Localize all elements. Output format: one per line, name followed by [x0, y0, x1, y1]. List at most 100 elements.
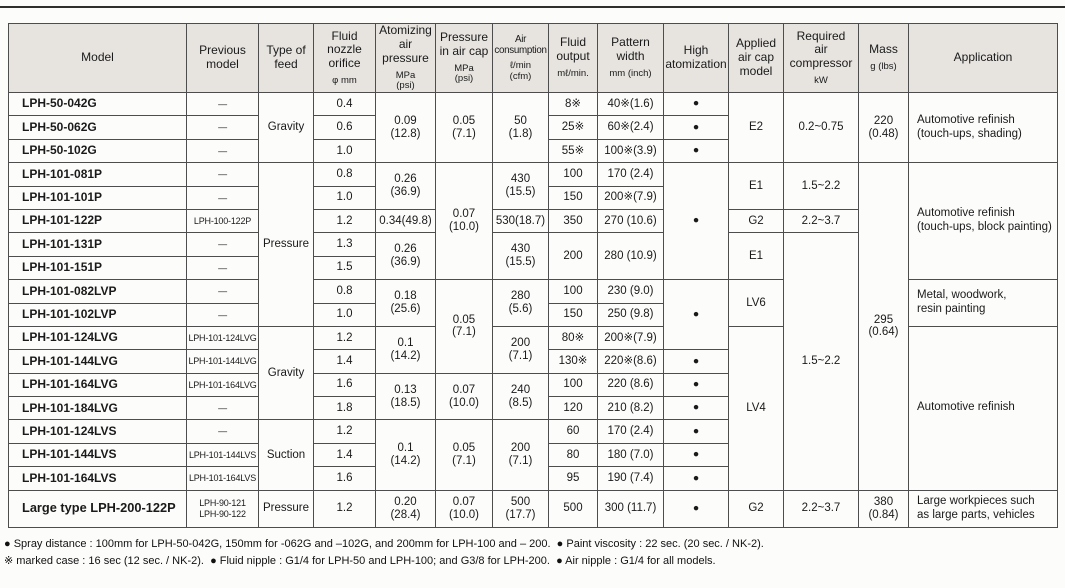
spec-cell: 150	[548, 302, 598, 327]
previous-model-cell: LPH-101-164LVS	[186, 466, 259, 491]
column-header: Fluid nozzle orifice φ mm	[313, 23, 376, 93]
table-row: LPH-50-062G — 0.6 25※ 60※(2.4) ●	[8, 115, 1058, 140]
column-header: Type of feed	[258, 23, 314, 93]
spec-cell: 40※(1.6)	[597, 91, 664, 117]
table-row: LPH-101-131P —1.3 0.26 (36.9) 430 (15.5) 200…	[8, 232, 1058, 491]
spec-cell: 0.8	[313, 162, 376, 187]
previous-model-cell: LPH-101-164LVG	[186, 372, 259, 398]
spec-cell: 1.6	[313, 372, 376, 398]
column-header: High atomization	[663, 23, 729, 93]
spec-cell: G2	[728, 208, 784, 234]
model-cell: LPH-101-081P	[8, 162, 187, 187]
spec-cell: 530(18.7)	[492, 208, 549, 234]
model-cell: LPH-101-164LVS	[8, 466, 187, 491]
table-row: LPH-101-184LVG — 1.8 120 210 (8.2) ●	[8, 396, 1058, 421]
application-cell: Metal, woodwork, resin painting	[908, 279, 1058, 327]
high-atomization-dot: ●	[663, 279, 729, 351]
spec-cell: 270 (10.6)	[597, 208, 664, 234]
spec-cell: 1.0	[313, 138, 376, 164]
spec-cell: 200 (7.1)	[492, 419, 549, 491]
spec-cell: 280 (10.9)	[597, 232, 664, 281]
previous-model-cell: —	[186, 138, 259, 164]
spec-cell: 100※(3.9)	[597, 138, 664, 164]
spec-cell: 1.5~2.2	[783, 232, 859, 491]
spec-cell: 55※	[548, 138, 598, 164]
high-atomization-dot: ●	[663, 396, 729, 421]
high-atomization-dot: ●	[663, 372, 729, 398]
model-cell: Large type LPH-200-122P	[8, 489, 187, 528]
column-header: Applied air cap model	[728, 23, 784, 93]
spec-cell: 2.2~3.7	[783, 208, 859, 234]
spec-cell: 295 (0.64)	[858, 162, 909, 491]
spec-cell: 95	[548, 466, 598, 491]
model-cell: LPH-101-184LVG	[8, 396, 187, 421]
column-header-label: Application	[953, 50, 1013, 65]
model-cell: LPH-101-164LVG	[8, 372, 187, 398]
spec-cell: 250 (9.8)	[597, 302, 664, 327]
spec-table: Model Previous model Type of feed Fluid noz…	[8, 23, 1058, 528]
spec-cell: Suction	[258, 419, 314, 491]
high-atomization-dot: ●	[663, 349, 729, 374]
spec-cell: 1.2	[313, 208, 376, 234]
spec-cell: 0.1 (14.2)	[375, 419, 436, 491]
spec-cell: 0.05 (7.1)	[435, 419, 493, 491]
spec-cell: 0.26 (36.9)	[375, 232, 436, 281]
column-header: Pressure in air cap MPa (psi)	[435, 23, 493, 93]
spec-cell: 60※(2.4)	[597, 115, 664, 140]
table-row: LPH-101-164LVG LPH-101-164LVG 1.6 0.13 (18.…	[8, 372, 1058, 421]
table-row: LPH-101-082LVP —0.8 0.18 (25.6) 0.05 (7.1) 2…	[8, 279, 1058, 374]
column-header-label: Fluid nozzle orifice	[327, 28, 362, 71]
column-header-unit: ℓ/min (cfm)	[509, 60, 532, 82]
spec-cell: 200※(7.9)	[597, 185, 664, 210]
column-header-unit: φ mm	[332, 74, 357, 86]
model-cell: LPH-101-101P	[8, 185, 187, 210]
column-header-unit: mm (inch)	[609, 68, 652, 80]
column-header-label: Pattern width	[611, 35, 650, 64]
high-atomization-dot: ●	[663, 91, 729, 117]
model-cell: LPH-101-124LVS	[8, 419, 187, 444]
column-header-label: Type of feed	[266, 43, 306, 71]
spec-cell: 0.07 (10.0)	[435, 489, 493, 528]
spec-cell: E1	[728, 162, 784, 210]
spec-cell: 240 (8.5)	[492, 372, 549, 421]
column-header: Pattern width mm (inch)	[597, 23, 664, 93]
spec-cell: 500 (17.7)	[492, 489, 549, 528]
footnote-line-1: ● Spray distance : 100mm for LPH-50-042G…	[4, 537, 764, 550]
footnote-line-2: ※ marked case : 16 sec (12 sec. / NK-2).…	[4, 554, 716, 567]
model-cell: LPH-50-102G	[8, 138, 187, 164]
column-header-unit: kW	[814, 74, 828, 86]
previous-model-cell: —	[186, 255, 259, 281]
spec-cell: 300 (11.7)	[597, 489, 664, 528]
spec-cell: G2	[728, 489, 784, 528]
spec-cell: 1.6	[313, 466, 376, 491]
spec-cell: 80※	[548, 325, 598, 351]
model-cell: LPH-50-042G	[8, 91, 187, 117]
high-atomization-dot: ●	[663, 115, 729, 140]
spec-cell: 0.26 (36.9)	[375, 162, 436, 210]
spec-cell: 1.8	[313, 396, 376, 421]
spec-cell: E2	[728, 91, 784, 164]
column-header-label: Previous model	[199, 43, 246, 71]
column-header: Atomizing air pressure MPa (psi)	[375, 23, 436, 93]
table-row: LPH-101-144LVS LPH-101-144LVS 1.4 80 180 (7.…	[8, 442, 1058, 468]
column-header-label: High atomization	[665, 43, 727, 71]
spec-cell: 2.2~3.7	[783, 489, 859, 528]
column-header-label: Pressure in air cap	[439, 30, 489, 59]
column-header-unit: g (lbs)	[870, 61, 897, 73]
previous-model-cell: —	[186, 115, 259, 140]
spec-cell: 220※(8.6)	[597, 349, 664, 374]
header-row: Model Previous model Type of feed Fluid noz…	[8, 23, 1058, 93]
spec-cell: 60	[548, 419, 598, 444]
spec-cell: 200 (7.1)	[492, 325, 549, 374]
previous-model-cell: —	[186, 185, 259, 210]
spec-cell: 1.4	[313, 349, 376, 374]
top-rule	[0, 6, 1065, 8]
spec-cell: Pressure	[258, 489, 314, 528]
spec-cell: Gravity	[258, 91, 314, 164]
model-cell: LPH-50-062G	[8, 115, 187, 140]
spec-cell: 500	[548, 489, 598, 528]
spec-cell: LV4	[728, 325, 784, 491]
spec-cell: 0.13 (18.5)	[375, 372, 436, 421]
previous-model-cell: —	[186, 279, 259, 304]
table-row: LPH-101-122P LPH-100-122P 1.2 0.34(49.8) 530…	[8, 208, 1058, 234]
